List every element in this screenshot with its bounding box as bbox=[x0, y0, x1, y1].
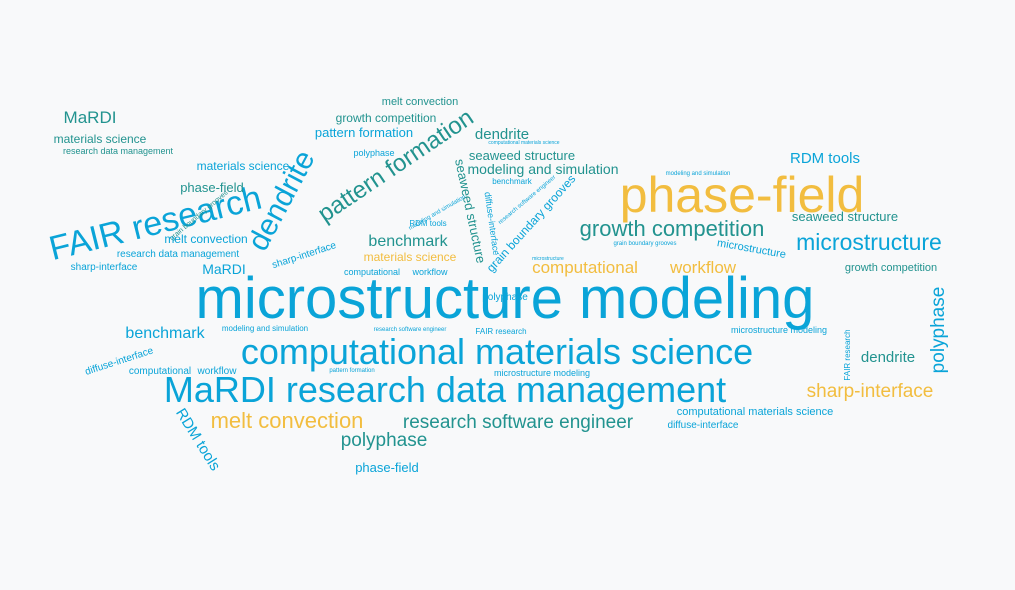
word-mardi: MaRDI bbox=[202, 261, 246, 277]
word-fair-research: FAIR research bbox=[475, 327, 526, 336]
word-workflow: workflow bbox=[669, 258, 737, 277]
word-benchmark: benchmark bbox=[125, 325, 205, 342]
word-workflow: workflow bbox=[197, 366, 238, 377]
word-research-software-engineer: research software engineer bbox=[374, 327, 447, 333]
word-growth-competition: growth competition bbox=[845, 262, 937, 274]
word-microstructure: microstructure bbox=[796, 229, 942, 255]
word-growth-competition: growth competition bbox=[580, 216, 765, 241]
word-research-data-management: research data management bbox=[117, 249, 240, 260]
word-microstructure-modeling: microstructure modeling bbox=[494, 368, 590, 378]
word-melt-convection: melt convection bbox=[382, 96, 458, 108]
word-research-data-management: research data management bbox=[63, 146, 174, 156]
word-rdm-tools: RDM tools bbox=[790, 150, 860, 167]
word-computational-materials-science: computational materials science bbox=[488, 140, 559, 146]
word-computational-materials-science: computational materials science bbox=[677, 406, 834, 418]
word-polyphase: polyphase bbox=[928, 287, 949, 374]
word-sharp-interface: sharp-interface bbox=[71, 262, 138, 273]
word-phase-field: phase-field bbox=[180, 180, 244, 195]
word-materials-science: materials science bbox=[54, 132, 147, 146]
word-microstructure-modeling: microstructure modeling bbox=[731, 325, 827, 335]
word-polyphase: polyphase bbox=[353, 148, 394, 158]
word-phase-field: phase-field bbox=[355, 460, 419, 475]
word-grain-boundary-grooves: grain boundary grooves bbox=[613, 241, 676, 247]
word-diffuse-interface: diffuse-interface bbox=[668, 420, 739, 431]
word-seaweed-structure: seaweed structure bbox=[469, 148, 575, 163]
word-mardi-research-data-management: MaRDI research data management bbox=[164, 369, 726, 410]
word-modeling-and-simulation: modeling and simulation bbox=[666, 171, 731, 177]
word-research-software-engineer: research software engineer bbox=[403, 412, 634, 433]
word-workflow: workflow bbox=[411, 267, 448, 277]
word-dendrite: dendrite bbox=[861, 349, 915, 366]
word-materials-science: materials science bbox=[364, 250, 457, 264]
word-modeling-and-simulation: modeling and simulation bbox=[222, 324, 308, 333]
word-benchmark: benchmark bbox=[368, 233, 448, 250]
word-polyphase: polyphase bbox=[482, 292, 528, 303]
word-benchmark: benchmark bbox=[492, 177, 533, 186]
word-phase-field: phase-field bbox=[620, 167, 865, 223]
word-pattern-formation: pattern formation bbox=[315, 125, 413, 140]
word-fair-research: FAIR research bbox=[843, 329, 852, 380]
word-computational: computational bbox=[532, 258, 638, 277]
word-rdm-tools: RDM tools bbox=[409, 219, 446, 228]
word-dendrite: dendrite bbox=[475, 126, 529, 143]
word-melt-convection: melt convection bbox=[211, 408, 364, 433]
word-computational: computational bbox=[129, 366, 191, 377]
word-modeling-and-simulation: modeling and simulation bbox=[468, 161, 619, 177]
word-microstructure-modeling: microstructure modeling bbox=[196, 266, 815, 331]
word-growth-competition: growth competition bbox=[336, 111, 437, 125]
word-seaweed-structure: seaweed structure bbox=[792, 209, 898, 224]
word-sharp-interface: sharp-interface bbox=[807, 381, 934, 402]
word-mardi: MaRDI bbox=[64, 108, 117, 127]
word-computational-materials-science: computational materials science bbox=[241, 331, 753, 372]
word-polyphase: polyphase bbox=[341, 430, 428, 451]
word-computational: computational bbox=[344, 267, 400, 277]
word-melt-convection: melt convection bbox=[164, 232, 247, 246]
word-pattern-formation: pattern formation bbox=[329, 368, 374, 374]
word-materials-science: materials science bbox=[197, 159, 290, 173]
word-microstructure: microstructure bbox=[532, 256, 564, 262]
